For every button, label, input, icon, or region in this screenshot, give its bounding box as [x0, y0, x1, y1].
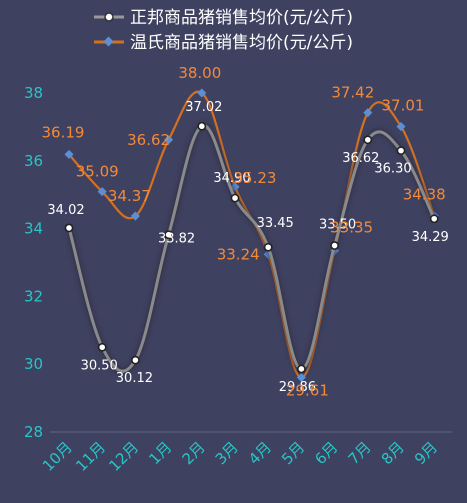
legend: 正邦商品猪销售均价(元/公斤) 温氏商品猪销售均价(元/公斤) — [94, 8, 353, 53]
data-point-zhengbang-3 — [130, 355, 140, 365]
data-label-zhengbang-7: 33.45 — [257, 216, 294, 231]
data-label-wens-2: 35.09 — [76, 163, 119, 181]
data-label-wens-8: 29.61 — [286, 381, 329, 399]
data-label-wens-1: 36.19 — [42, 123, 85, 141]
data-label-wens-9: 33.35 — [330, 219, 373, 237]
data-point-wens-11 — [396, 122, 406, 132]
data-label-zhengbang-1: 34.02 — [47, 203, 84, 218]
legend-label-series-a: 正邦商品猪销售均价(元/公斤) — [130, 8, 353, 28]
data-point-zhengbang-4 — [164, 230, 173, 240]
data-label-wens-6: 35.23 — [234, 169, 277, 187]
y-tick-label-32: 32 — [24, 287, 43, 305]
data-point-zhengbang-12 — [429, 214, 439, 224]
y-tick-label-36: 36 — [24, 152, 43, 170]
legend-marker-series-b — [103, 36, 114, 47]
data-label-wens-5: 38.00 — [178, 64, 221, 82]
legend-entry-series-b: 温氏商品猪销售均价(元/公斤) — [94, 33, 353, 53]
y-axis: 28 30 32 34 36 38 — [24, 84, 43, 441]
data-label-zhengbang-2: 30.50 — [81, 358, 118, 373]
data-labels-wens: 36.19 35.09 34.37 36.62 38.00 35.23 33.24 29.61… — [42, 64, 446, 399]
data-label-wens-3: 34.37 — [108, 187, 151, 205]
series-zhengbang — [64, 121, 439, 375]
data-point-wens-10 — [363, 108, 373, 118]
data-label-zhengbang-11: 36.30 — [374, 162, 411, 177]
data-label-wens-11: 37.01 — [382, 97, 425, 115]
data-point-zhengbang-6 — [230, 193, 240, 203]
data-label-wens-4: 36.62 — [127, 131, 170, 149]
data-label-zhengbang-5: 37.02 — [185, 100, 222, 115]
data-point-zhengbang-5 — [197, 121, 207, 131]
legend-label-series-b: 温氏商品猪销售均价(元/公斤) — [130, 33, 353, 53]
data-label-zhengbang-12: 34.29 — [412, 230, 449, 245]
data-label-wens-12: 34.38 — [403, 186, 446, 204]
y-tick-label-34: 34 — [24, 220, 43, 238]
data-point-zhengbang-8 — [296, 364, 306, 374]
y-tick-label-38: 38 — [24, 84, 43, 102]
data-label-zhengbang-10: 36.62 — [342, 151, 379, 166]
data-point-zhengbang-1 — [64, 223, 74, 233]
data-point-zhengbang-9 — [330, 241, 339, 250]
data-point-zhengbang-11 — [396, 146, 406, 156]
legend-entry-series-a: 正邦商品猪销售均价(元/公斤) — [94, 8, 353, 28]
data-point-wens-2 — [97, 187, 107, 197]
data-label-wens-7: 33.24 — [217, 245, 260, 263]
data-point-zhengbang-2 — [97, 342, 107, 352]
y-tick-label-28: 28 — [24, 423, 43, 441]
data-label-wens-10: 37.42 — [331, 84, 374, 102]
data-label-zhengbang-8: 29.86 — [279, 380, 316, 395]
data-point-wens-1 — [64, 149, 74, 159]
data-point-zhengbang-7 — [263, 242, 273, 252]
legend-marker-series-a — [104, 12, 114, 22]
y-tick-label-30: 30 — [24, 355, 43, 373]
data-point-zhengbang-10 — [363, 135, 373, 145]
data-point-wens-5 — [197, 88, 207, 98]
data-label-zhengbang-9: 33.50 — [319, 218, 356, 233]
data-label-zhengbang-6: 34.90 — [213, 171, 250, 186]
data-label-zhengbang-4: 33.82 — [158, 232, 195, 247]
data-label-zhengbang-3: 30.12 — [116, 371, 153, 386]
